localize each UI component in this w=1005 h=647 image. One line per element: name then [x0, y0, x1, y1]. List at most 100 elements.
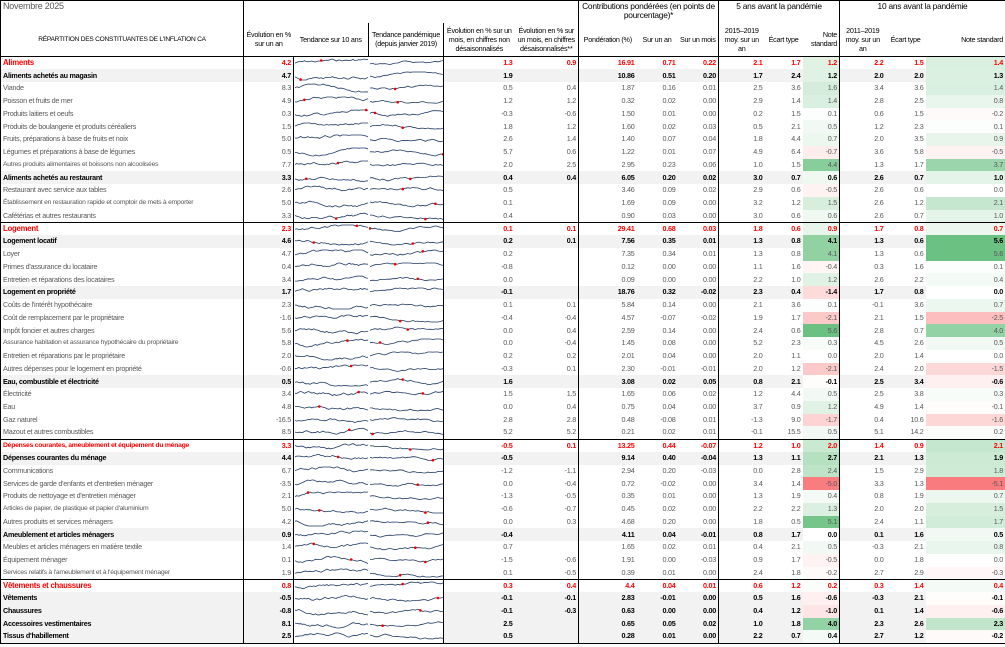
value-mom-sa — [514, 451, 579, 465]
value-stdev-10y: 0.8 — [885, 286, 926, 299]
value-zscore-10y: 0.1 — [925, 120, 1005, 133]
sparkline-marker — [416, 483, 419, 486]
value-stdev-10y: 2.3 — [914, 121, 924, 131]
table-row: Électricité 3.4 1.5 1.5 1.65 0.06 0.02 1.2 4.4 0.… — [1, 388, 1005, 401]
value-contrib-yoy: 0.40 — [636, 451, 678, 465]
value-mom-sa — [514, 630, 579, 643]
value-contrib-mom: 0.00 — [703, 108, 717, 118]
table-row: Dépenses courantes, ameublement et équip… — [0, 438, 1005, 452]
value-mom-nsa: -0.1 — [443, 286, 515, 299]
value-stdev-5y: 6.4 — [791, 147, 801, 157]
table-row: Logement locatif 4.6 0.2 0.1 7.56 0.35 0.01 1.3… — [0, 235, 1005, 248]
value-avg-2015-2019: 4.9 — [718, 145, 765, 159]
value-zscore-10y: -0.2 — [925, 107, 1005, 121]
value-avg-2011-2019: 1.3 — [839, 235, 886, 248]
value-stdev-10y: 1.4 — [914, 351, 924, 361]
value-avg-2015-2019: 0.2 — [718, 107, 765, 121]
value-contrib-yoy: 0.51 — [636, 69, 678, 82]
component-name: Eau — [3, 402, 16, 412]
sparkline-marker — [436, 597, 439, 600]
column-header-avg-2015-2019: 2015–2019 moy. sur un an — [718, 22, 765, 57]
value-avg-2015-2019: 3.0 — [718, 209, 765, 223]
value-mom-sa: 2.8 — [566, 414, 577, 424]
value-weight: 2.30 — [578, 362, 637, 376]
value-zscore-5y: -1.0 — [802, 604, 840, 618]
value-zscore-10y: 0.0 — [925, 184, 1005, 197]
value-zscore-10y: -5.1 — [925, 477, 1005, 490]
value-contrib-yoy: 0.06 — [662, 389, 676, 399]
value-zscore-10y: 1.4 — [925, 82, 1005, 95]
value-avg-2011-2019: 2.8 — [839, 94, 886, 108]
component-name: Dépenses courantes, ameublement et équip… — [0, 438, 244, 452]
value-zscore-10y: 1.7 — [925, 515, 1005, 529]
sparkline-pandemic — [368, 133, 444, 146]
value-contrib-yoy: 0.16 — [662, 83, 676, 93]
value-mom-sa — [515, 184, 579, 197]
value-contrib-mom: 0.00 — [703, 567, 717, 577]
value-stdev-5y: 2.1 — [764, 375, 803, 388]
value-zscore-10y: 0.7 — [925, 298, 1005, 312]
value-yoy-change: 4.6 — [243, 235, 294, 248]
sparkline-10y — [293, 413, 369, 427]
value-weight: 0.65 — [578, 617, 637, 631]
value-contrib-mom: 0.00 — [677, 592, 719, 605]
sparkline-marker — [336, 455, 340, 459]
value-mom-sa: -0.4 — [564, 478, 577, 488]
value-zscore-5y: 1.2 — [802, 56, 840, 70]
value-mom-sa: -0.6 — [564, 108, 577, 118]
value-zscore-5y: 2.0 — [802, 438, 840, 452]
value-stdev-10y: 1.5 — [914, 108, 924, 118]
value-zscore-5y: -2.1 — [802, 311, 840, 325]
value-stdev-10y: 2.0 — [914, 504, 924, 514]
table-row: Entretien et réparations par le propriét… — [1, 349, 1005, 363]
value-avg-2015-2019: 0.0 — [718, 464, 765, 478]
value-mom-nsa: 5.7 — [443, 145, 515, 159]
sparkline-marker — [423, 511, 427, 515]
sparkline-marker — [303, 98, 306, 102]
value-weight: 29.41 — [578, 221, 637, 235]
value-zscore-10y: -0.1 — [925, 400, 1005, 414]
value-weight: 18.76 — [578, 286, 637, 299]
value-weight: 1.45 — [578, 337, 637, 350]
value-mom-nsa: 0.0 — [443, 400, 515, 414]
value-yoy-change: 5.8 — [243, 337, 294, 350]
value-zscore-5y: 0.6 — [802, 171, 840, 184]
value-yoy-change: 5.0 — [243, 196, 294, 210]
sparkline-marker — [408, 447, 412, 451]
value-contrib-mom: 0.00 — [703, 504, 717, 514]
table-row: Produits de nettoyage et d'entretien mén… — [1, 490, 1005, 503]
value-zscore-10y: -0.5 — [925, 145, 1005, 159]
value-avg-2015-2019: 1.8 — [718, 221, 765, 235]
table-row: Articles de papier, de plastique et papi… — [1, 502, 1005, 516]
value-avg-2015-2019: 1.0 — [718, 617, 765, 631]
component-name: Gaz naturel — [3, 414, 38, 424]
value-stdev-10y: 1.2 — [914, 198, 924, 208]
value-zscore-5y: 1.2 — [802, 400, 840, 414]
value-mom-nsa: 1.5 — [443, 388, 515, 401]
value-yoy-change: -0.8 — [243, 604, 294, 618]
sparkline-pandemic — [368, 604, 444, 618]
value-zscore-5y: 0.4 — [802, 490, 840, 503]
value-weight: 1.65 — [578, 541, 637, 554]
sparkline-pandemic — [368, 592, 444, 605]
column-header-component: RÉPARTITION DES CONSTITUANTES DE L'INFLA… — [0, 22, 244, 57]
value-mom-sa — [514, 286, 579, 299]
value-zscore-10y: 1.5 — [925, 502, 1005, 516]
column-header-contrib-yoy: Sur un an — [636, 22, 678, 57]
sparkline-10y — [293, 107, 369, 121]
value-avg-2011-2019: 1.3 — [839, 247, 886, 261]
value-avg-2015-2019: 0.9 — [718, 553, 765, 567]
sparkline-pandemic — [368, 247, 444, 261]
value-zscore-10y: -2.5 — [925, 311, 1005, 325]
value-contrib-mom: 0.00 — [703, 198, 717, 208]
value-zscore-10y: 0.7 — [925, 490, 1005, 503]
value-mom-sa: 0.4 — [514, 171, 579, 184]
value-stdev-10y: 0.7 — [914, 210, 924, 220]
value-stdev-5y: 1.7 — [791, 312, 801, 322]
value-contrib-mom: 0.02 — [703, 185, 717, 195]
value-mom-sa: 1.2 — [566, 121, 577, 131]
value-yoy-change: 8.3 — [243, 82, 294, 95]
sparkline-10y — [293, 578, 369, 592]
value-yoy-change: 5.0 — [243, 133, 294, 146]
